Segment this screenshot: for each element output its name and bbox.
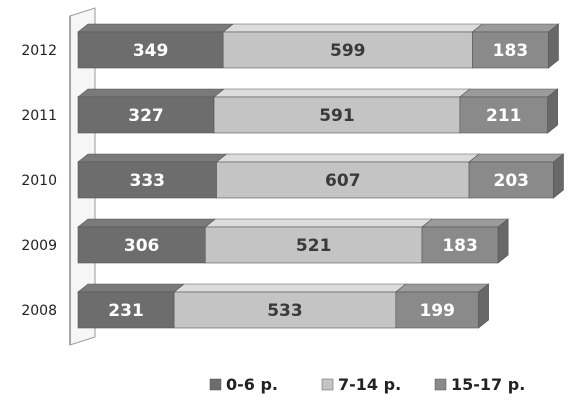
y-tick-label: 2008 (21, 303, 57, 319)
bar-segment-top (421, 218, 510, 228)
bar-segment-top (471, 23, 560, 33)
bar-segment (77, 96, 215, 134)
bar-segment-top (173, 283, 407, 293)
legend-swatch (434, 378, 447, 391)
bar-segment (77, 31, 224, 69)
data-label: 349 (133, 41, 169, 61)
bar-segment-side (547, 88, 558, 134)
bar-segment (472, 31, 549, 69)
y-tick-label: 2009 (21, 238, 57, 254)
bar-segment-top (394, 283, 490, 293)
data-label: 183 (493, 41, 529, 61)
bar-segment (421, 226, 499, 264)
data-label: 306 (124, 236, 160, 256)
bar-segment-top (204, 218, 433, 228)
data-label: 521 (296, 236, 332, 256)
legend-label: 15-17 р. (451, 375, 525, 394)
bar-segment-side (497, 218, 509, 264)
legend-label: 0-6 р. (226, 375, 278, 394)
bar-segment (77, 226, 206, 264)
bar-segment (395, 291, 479, 329)
bar-segment-side (548, 23, 559, 69)
data-label: 533 (267, 301, 303, 321)
bar-segment-top (77, 23, 235, 33)
bar-segment-side (478, 283, 489, 329)
legend-swatch (321, 378, 334, 391)
bar-segment-side (553, 153, 564, 199)
bar-segment (222, 31, 473, 69)
bar-segment-top (222, 23, 484, 33)
data-label: 231 (108, 301, 144, 321)
legend-label: 7-14 р. (338, 375, 401, 394)
data-label: 327 (128, 106, 164, 126)
bar-segment-top (77, 153, 228, 163)
bar-segment (77, 291, 175, 329)
bar-segment-top (77, 88, 225, 98)
bar-segment-top (459, 88, 559, 98)
data-label: 183 (442, 236, 478, 256)
data-label: 211 (486, 106, 522, 126)
bar-segment-top (468, 153, 565, 163)
legend-swatch (209, 378, 222, 391)
bar-segment-top (77, 283, 185, 293)
data-label: 599 (330, 41, 366, 61)
bar-segment-top (213, 88, 471, 98)
data-label: 333 (130, 171, 166, 191)
bar-segment (77, 161, 217, 199)
bar-segment (216, 161, 470, 199)
data-label: 591 (319, 106, 355, 126)
y-tick-label: 2012 (21, 43, 57, 59)
y-tick-label: 2010 (21, 173, 57, 189)
bar-segment (468, 161, 554, 199)
bar-segment (173, 291, 397, 329)
bar-segment-top (215, 153, 480, 163)
data-label: 607 (325, 171, 361, 191)
bar-segment-top (77, 218, 217, 228)
data-label: 199 (419, 301, 455, 321)
data-label: 203 (494, 171, 530, 191)
y-tick-label: 2011 (21, 108, 57, 124)
